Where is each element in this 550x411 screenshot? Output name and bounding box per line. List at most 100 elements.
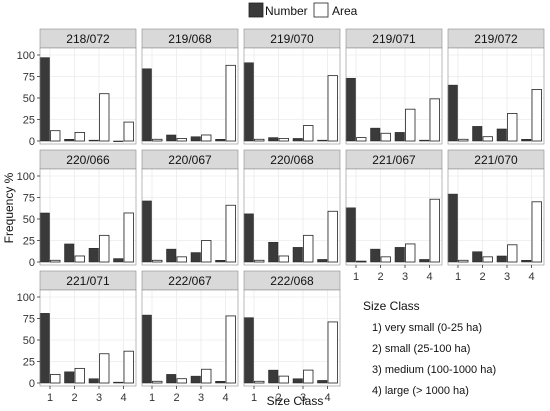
bar-area [74, 367, 85, 384]
bar-area [327, 75, 338, 142]
bar-area [380, 132, 391, 142]
bar-number [166, 374, 177, 384]
panel-title: 220/068 [270, 153, 314, 167]
x-tick-label: 4 [528, 271, 534, 283]
panel-221-070: 221/070 1 2 3 4 [447, 149, 545, 283]
y-tick-label: 100 [17, 50, 35, 62]
bar-area [254, 380, 265, 384]
bar-area [152, 138, 163, 142]
bar-area [356, 260, 367, 263]
panel-title: 222/067 [168, 274, 212, 288]
panel-plot-area [244, 48, 340, 144]
panel-222-068: 222/068 1 2 3 4 [243, 270, 341, 404]
bar-number [39, 212, 50, 263]
bar-area [50, 259, 61, 263]
panel-plot-area [448, 169, 544, 265]
panel-border [447, 168, 545, 266]
bar-number [317, 259, 328, 263]
panel-border [39, 168, 137, 266]
y-axis-label: Frequency % [2, 172, 16, 243]
size-class-item: 2) small (25-100 ha) [372, 343, 470, 355]
bar-number [447, 84, 458, 142]
bar-area [74, 131, 85, 142]
x-tick-label: 1 [455, 271, 461, 283]
bar-number [64, 243, 75, 263]
bar-area [176, 256, 187, 263]
y-tick-label: 50 [23, 93, 35, 105]
bar-number [317, 380, 328, 384]
panel-title: 222/068 [270, 274, 314, 288]
bar-area [225, 64, 236, 142]
bar-area [278, 255, 289, 263]
bar-number [39, 313, 50, 384]
bar-number [190, 252, 201, 263]
bar-area [278, 375, 289, 384]
bar-number [39, 57, 50, 142]
bar-area [356, 137, 367, 142]
size-class-legend: Size Class 1) very small (0-25 ha) 2) sma… [363, 299, 496, 397]
bar-number [166, 134, 177, 142]
bar-area [176, 138, 187, 142]
legend-label-area: Area [332, 4, 358, 18]
bar-area [458, 259, 469, 263]
panel-border [39, 289, 137, 387]
panel-220-067: 220/067 [141, 149, 239, 266]
x-tick-label: 4 [324, 392, 330, 404]
panel-border [141, 289, 239, 387]
panel-border [447, 47, 545, 145]
bar-area [278, 138, 289, 142]
y-tick-label: 100 [17, 171, 35, 183]
bar-area [531, 201, 542, 263]
bar-number [64, 139, 75, 142]
panel-border [345, 47, 443, 145]
panel-plot-area [346, 48, 442, 144]
panel-border [243, 168, 341, 266]
bar-number [243, 62, 254, 142]
x-tick-label: 1 [47, 392, 53, 404]
bar-number [215, 381, 226, 384]
bar-number [88, 139, 99, 142]
bar-area [201, 240, 212, 263]
bar-number [370, 248, 381, 263]
series-legend: Number Area [248, 2, 358, 18]
panel-title: 221/071 [66, 274, 110, 288]
x-tick-label: 1 [149, 392, 155, 404]
bar-area [303, 125, 314, 142]
bar-number [243, 213, 254, 263]
bar-number [496, 128, 507, 142]
bar-number [447, 193, 458, 263]
y-tick-label: 50 [23, 335, 35, 347]
panel-border [39, 47, 137, 145]
panel-plot-area [40, 48, 136, 144]
bar-area [507, 244, 518, 263]
bar-area [176, 378, 187, 384]
panel-title: 218/072 [66, 32, 110, 46]
panel-plot-area [142, 169, 238, 265]
y-tick-label: 0 [29, 378, 35, 390]
x-tick-label: 3 [96, 392, 102, 404]
y-tick-label: 75 [23, 314, 35, 326]
panel-222-067: 222/067 1 2 3 4 [141, 270, 239, 404]
y-tick-label: 25 [23, 357, 35, 369]
bar-number [141, 68, 152, 142]
bar-number [394, 132, 405, 142]
x-tick-label: 2 [275, 392, 281, 404]
size-class-item: 4) large (> 1000 ha) [372, 385, 469, 397]
y-tick-label: 75 [23, 193, 35, 205]
panel-plot-area [142, 48, 238, 144]
panel-plot-area [244, 169, 340, 265]
panel-219-070: 219/070 [243, 28, 341, 145]
panel-plot-area [448, 48, 544, 144]
panel-border [345, 168, 443, 266]
bar-area [380, 256, 391, 263]
bar-area [531, 89, 542, 142]
x-tick-label: 3 [504, 271, 510, 283]
bar-area [152, 259, 163, 263]
bar-number [141, 200, 152, 263]
bar-number [64, 371, 75, 384]
bar-area [152, 380, 163, 384]
bar-area [507, 113, 518, 142]
bar-area [303, 234, 314, 263]
